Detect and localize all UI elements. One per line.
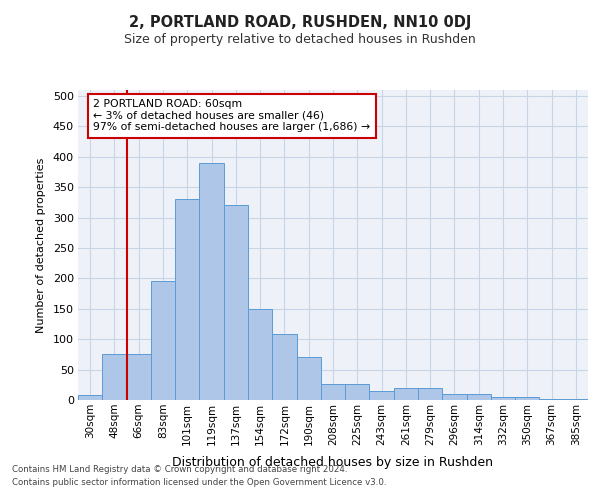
Bar	[175, 200, 199, 400]
Bar	[321, 384, 345, 400]
Bar	[345, 384, 370, 400]
Y-axis label: Number of detached properties: Number of detached properties	[36, 158, 46, 332]
Text: 2 PORTLAND ROAD: 60sqm
← 3% of detached houses are smaller (46)
97% of semi-deta: 2 PORTLAND ROAD: 60sqm ← 3% of detached …	[94, 100, 370, 132]
Text: Contains HM Land Registry data © Crown copyright and database right 2024.: Contains HM Land Registry data © Crown c…	[12, 466, 347, 474]
Bar	[272, 334, 296, 400]
Bar	[296, 358, 321, 400]
Bar	[442, 394, 467, 400]
Bar	[539, 399, 564, 400]
Bar	[151, 282, 175, 400]
Bar	[467, 394, 491, 400]
Bar	[491, 397, 515, 400]
Bar	[78, 395, 102, 400]
X-axis label: Distribution of detached houses by size in Rushden: Distribution of detached houses by size …	[173, 456, 493, 469]
Text: Size of property relative to detached houses in Rushden: Size of property relative to detached ho…	[124, 32, 476, 46]
Bar	[515, 397, 539, 400]
Bar	[564, 399, 588, 400]
Bar	[102, 354, 127, 400]
Bar	[224, 206, 248, 400]
Bar	[127, 354, 151, 400]
Bar	[199, 163, 224, 400]
Bar	[248, 309, 272, 400]
Bar	[418, 388, 442, 400]
Text: 2, PORTLAND ROAD, RUSHDEN, NN10 0DJ: 2, PORTLAND ROAD, RUSHDEN, NN10 0DJ	[129, 15, 471, 30]
Text: Contains public sector information licensed under the Open Government Licence v3: Contains public sector information licen…	[12, 478, 386, 487]
Bar	[394, 388, 418, 400]
Bar	[370, 391, 394, 400]
